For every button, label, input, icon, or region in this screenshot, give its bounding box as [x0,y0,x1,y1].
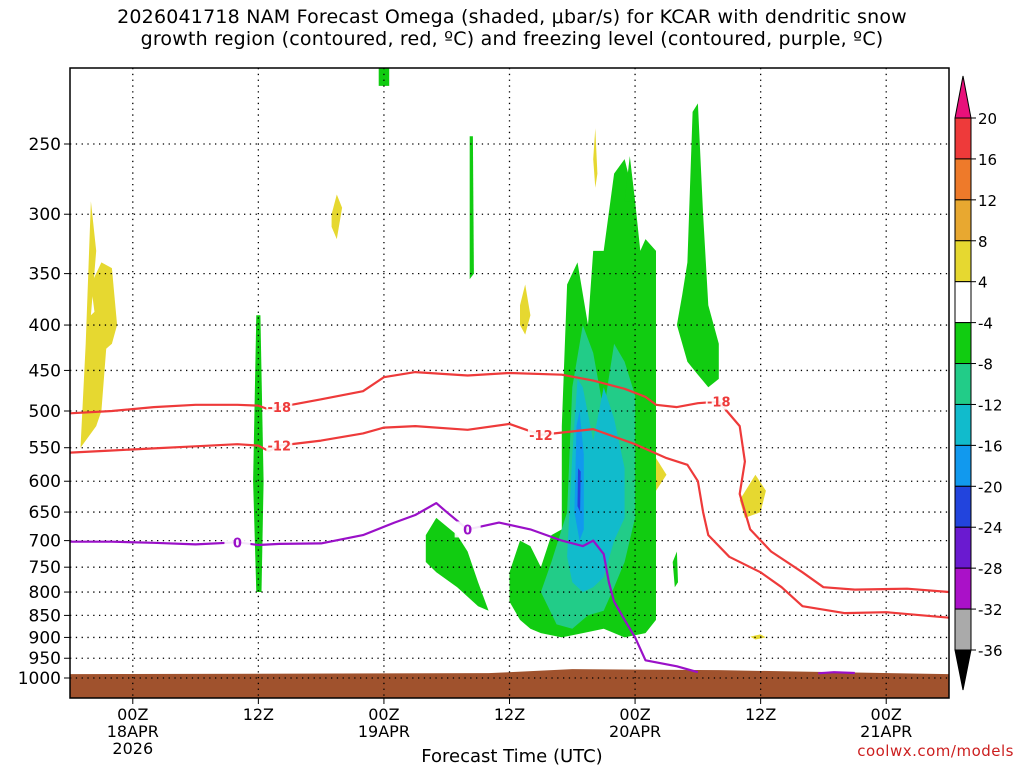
colorbar-label-3: 8 [978,233,988,251]
colorbar-label-6: -8 [978,356,993,374]
x-tick-label-0-1: 18APR [107,722,159,741]
x-tick-label-6-0: 00Z [871,705,902,724]
x-tick-label-4-1: 20APR [609,722,661,741]
colorbar-label-0: 20 [978,110,997,128]
omega-area-yellow-7 [593,128,598,188]
x-tick-label-6-1: 21APR [860,722,912,741]
y-tick-label-950: 950 [29,649,61,669]
colorbar-swatch-3 [954,240,972,283]
x-tick-label-0-2: 2026 [112,739,153,758]
colorbar-swatch-9 [954,485,972,528]
contour-layer: -18 -18 -12 -12 0 0 [70,371,949,675]
colorbar-swatch-10 [954,526,972,569]
colorbar-swatch-5 [954,322,972,365]
colorbar-label-2: 12 [978,192,997,210]
colorbar-label-7: -12 [978,396,1003,414]
contour-label-minus18-1: -18 [707,396,731,411]
contour-label-minus12-1: -12 [529,429,553,444]
y-tick-label-650: 650 [29,503,61,523]
contour-label-freezing-0: 0 [233,536,242,551]
colorbar-swatch-1 [954,158,972,201]
y-tick-label-350: 350 [29,265,61,285]
colorbar-label-12: -32 [978,601,1003,619]
y-tick-label-600: 600 [29,472,61,492]
chart-title: 2026041718 NAM Forecast Omega (shaded, μ… [0,6,1024,50]
y-tick-label-1000: 1000 [18,669,61,689]
colorbar-swatch-11 [954,567,972,610]
y-tick-label-750: 750 [29,558,61,578]
contour-label-bg-freezing-0 [224,534,251,551]
y-axis: 2503003504004505005506006507007508008509… [18,135,70,689]
colorbar: 20 16 12 8 4 -4 -8 -12 -16 -20 -24 -28 -32 -36 [954,75,1003,691]
omega-area-yellow-5 [739,474,766,518]
colorbar-label-11: -28 [978,560,1003,578]
x-axis-label-wrap: Forecast Time (UTC) [0,746,1024,767]
colorbar-swatch-7 [954,403,972,446]
colorbar-label-10: -24 [978,519,1003,537]
x-tick-label-2-0: 00Z [368,705,399,724]
x-tick-label-4-0: 00Z [619,705,650,724]
contour-label-minus12-0: -12 [268,440,292,455]
colorbar-swatch-4 [954,281,972,324]
colorbar-label-1: 16 [978,151,997,169]
colorbar-swatch-12 [954,608,972,651]
contour-label-bg-freezing-1 [454,521,481,538]
colorbar-top-triangle [954,75,972,119]
omega-area-yellow-6 [750,634,766,640]
contour-label-minus18-0: -18 [268,401,292,416]
y-tick-label-700: 700 [29,532,61,552]
chart-title-line1: 2026041718 NAM Forecast Omega (shaded, μ… [117,6,907,28]
contour-label-bg-minus12-1 [527,426,554,443]
omega-area-dark-blue-0 [577,468,581,513]
contour-label-bg-minus18-0 [266,399,293,416]
x-axis-label: Forecast Time (UTC) [421,746,603,767]
y-tick-label-500: 500 [29,402,61,422]
y-tick-label-250: 250 [29,135,61,155]
watermark: coolwx.com/models [857,742,1014,760]
omega-area-green-1 [378,68,390,86]
contour-label-freezing-1: 0 [463,523,472,538]
omega-area-yellow-3 [520,284,531,335]
colorbar-swatch-2 [954,199,972,242]
x-tick-label-2-1: 19APR [358,722,410,741]
y-tick-label-550: 550 [29,439,61,459]
y-tick-label-300: 300 [29,205,61,225]
plot-frame [69,67,950,699]
colorbar-swatch-0 [954,117,972,160]
y-tick-label-900: 900 [29,628,61,648]
x-tick-label-5-0: 12Z [745,705,776,724]
y-tick-label-400: 400 [29,316,61,336]
omega-area-green-7 [672,551,678,588]
y-tick-label-850: 850 [29,606,61,626]
colorbar-swatch-8 [954,444,972,487]
colorbar-label-13: -36 [978,642,1003,660]
colorbar-label-8: -16 [978,437,1003,455]
colorbar-label-5: -4 [978,315,993,333]
omega-area-green-2 [469,136,474,280]
y-tick-label-800: 800 [29,583,61,603]
contour-freezing-near-sfc [818,671,855,675]
contour-label-bg-minus12-0 [266,437,293,454]
chart-title-line2: growth region (contoured, red, ºC) and f… [140,28,884,50]
colorbar-bottom-triangle [954,649,972,691]
x-tick-label-0-0: 00Z [117,705,148,724]
colorbar-label-9: -20 [978,478,1003,496]
x-tick-label-3-0: 12Z [494,705,525,724]
colorbar-swatch-6 [954,363,972,405]
grid-layer [70,68,949,698]
x-tick-label-1-0: 12Z [243,705,274,724]
contour-minus18 [70,371,949,594]
omega-area-green-6 [624,156,636,202]
omega-area-yellow-1 [90,262,118,353]
omega-shading-layer [80,68,766,640]
omega-area-green-0 [253,315,264,592]
y-tick-label-450: 450 [29,361,61,381]
contour-label-bg-minus18-1 [705,393,732,410]
colorbar-label-4: 4 [978,274,988,292]
omega-area-yellow-2 [331,194,343,240]
omega-area-green-5 [676,103,719,388]
